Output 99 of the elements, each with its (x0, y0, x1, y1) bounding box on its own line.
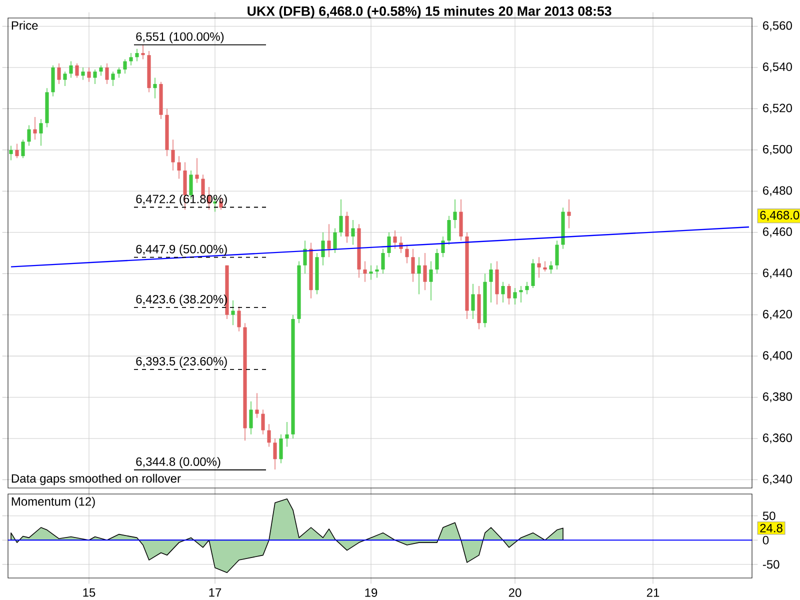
candlestick (519, 286, 523, 303)
y-axis-title: Momentum (12) (12, 496, 95, 508)
y-tick-label: 6,360 (763, 434, 792, 444)
candlestick (39, 118, 43, 146)
candlestick (87, 67, 91, 82)
candlestick (99, 65, 103, 76)
candlestick (507, 284, 511, 305)
candlestick (375, 265, 379, 278)
candlestick (405, 244, 409, 264)
candlestick (525, 282, 529, 295)
candlestick (501, 282, 505, 303)
candlestick (489, 262, 493, 303)
ref-line-label: 6,447.9 (50.00%) (136, 244, 227, 256)
x-tick-label: 20 (508, 588, 522, 597)
candlestick (93, 69, 97, 84)
y-tick-label: 6,400 (763, 351, 792, 362)
candlestick (387, 232, 391, 258)
candlestick (249, 401, 253, 435)
ref-line-label: 6,344.8 (0.00%) (136, 457, 220, 468)
x-tick-label: 15 (83, 588, 96, 597)
candlestick (135, 48, 139, 62)
text: 6,468.0 (760, 210, 800, 221)
candlestick (549, 260, 553, 274)
candlestick (123, 58, 127, 74)
x-tick-label: 17 (209, 588, 222, 597)
candlestick (117, 67, 121, 78)
candlestick (171, 139, 175, 171)
ref-line-label: 6,551 (100.00%) (136, 32, 224, 44)
x-tick-label: 19 (365, 588, 378, 597)
y-tick-label: 6,480 (763, 186, 792, 196)
candlestick (531, 258, 535, 288)
y-tick-label: -50 (762, 560, 780, 569)
candlestick (513, 288, 517, 305)
candlestick (261, 409, 265, 435)
y-tick-label: 6,460 (763, 227, 792, 238)
candlestick (21, 139, 25, 159)
y-tick-label: 50 (762, 512, 776, 520)
candlestick (105, 63, 109, 84)
candlestick (129, 52, 133, 66)
y-tick-label: 6,560 (763, 21, 792, 32)
candlestick (381, 248, 385, 274)
candlestick (567, 199, 571, 229)
candlestick (153, 77, 157, 99)
y-tick-label: 6,420 (763, 310, 792, 320)
candlestick (339, 199, 343, 237)
candlestick (411, 248, 415, 282)
candlestick (9, 145, 13, 161)
candlestick (195, 158, 199, 184)
chart-title: UKX (DFB) 6,468.0 (+0.58%) 15 minutes 20 Mar 2013 08:53 (248, 6, 612, 18)
candlestick (69, 60, 73, 78)
candlestick (63, 71, 67, 86)
candlestick (345, 211, 349, 244)
y-tick-label: 6,540 (763, 62, 792, 72)
candlestick (267, 424, 271, 448)
candlestick (141, 44, 145, 60)
candlestick (537, 256, 541, 278)
candlestick (15, 143, 19, 159)
candlestick (393, 230, 397, 250)
annotation: Data gaps smoothed on rollover (12, 474, 181, 486)
text: 24.8 (760, 524, 782, 532)
y-axis-title: Price (12, 20, 38, 30)
candlestick (75, 63, 79, 78)
candlestick (435, 248, 439, 274)
candlestick (471, 284, 475, 320)
candlestick (417, 256, 421, 295)
candlestick (351, 220, 355, 246)
candlestick (303, 240, 307, 274)
candlestick (555, 240, 559, 270)
candlestick (321, 232, 325, 266)
candlestick (57, 63, 61, 84)
candlestick (333, 228, 337, 254)
y-tick-label: 6,520 (763, 104, 792, 114)
ref-line-label: 6,393.5 (23.60%) (136, 356, 227, 368)
y-tick-label: 6,500 (763, 144, 792, 155)
candlestick (543, 260, 547, 272)
candlestick (453, 199, 457, 229)
candlestick (273, 438, 277, 470)
candlestick (255, 392, 259, 418)
candlestick (279, 434, 283, 464)
candlestick (33, 116, 37, 140)
candlestick (27, 124, 31, 146)
y-tick-label: 6,340 (763, 474, 792, 485)
candlestick (447, 216, 451, 246)
y-tick-label: 6,380 (763, 392, 792, 402)
candlestick (285, 422, 289, 448)
candlestick (369, 265, 373, 280)
candlestick (327, 224, 331, 258)
candlestick (363, 260, 367, 282)
candlestick (231, 300, 235, 326)
candlestick (111, 71, 115, 86)
y-tick-label: 6,440 (763, 268, 792, 279)
candlestick (237, 306, 241, 332)
candlestick (81, 67, 85, 80)
candlestick (441, 236, 445, 258)
y-tick-label: 0 (762, 536, 769, 544)
candlestick (177, 156, 181, 180)
candlestick (423, 252, 427, 290)
x-tick-label: 21 (646, 588, 660, 597)
candlestick (429, 260, 433, 301)
